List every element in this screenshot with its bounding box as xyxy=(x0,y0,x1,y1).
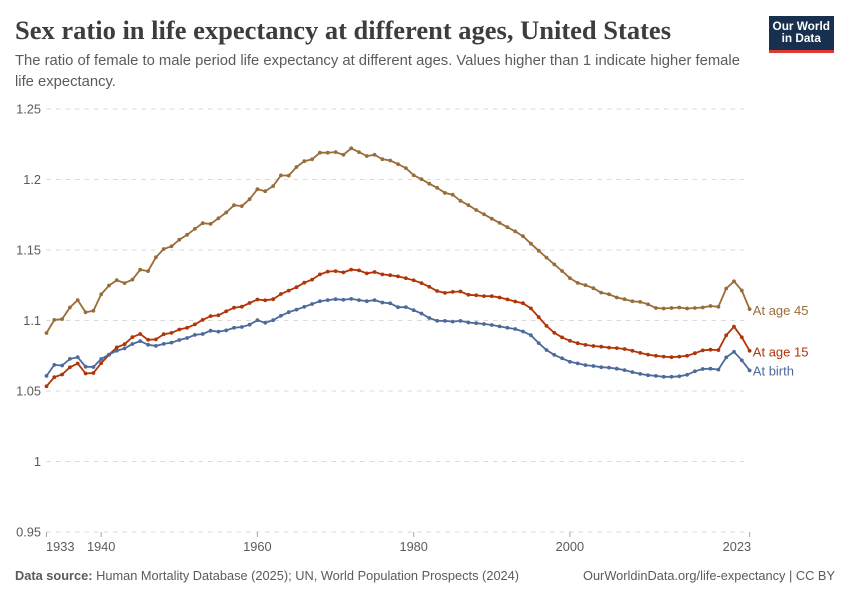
svg-text:At birth: At birth xyxy=(753,364,794,379)
svg-text:At age 15: At age 15 xyxy=(753,345,809,360)
svg-text:1.1: 1.1 xyxy=(23,313,41,328)
svg-text:1.15: 1.15 xyxy=(16,243,41,258)
svg-text:2000: 2000 xyxy=(556,539,584,554)
svg-text:2023: 2023 xyxy=(723,539,751,554)
svg-text:At age 45: At age 45 xyxy=(753,303,809,318)
svg-text:1: 1 xyxy=(34,454,41,469)
svg-text:1.05: 1.05 xyxy=(16,384,41,399)
svg-text:1980: 1980 xyxy=(399,539,427,554)
svg-text:1933: 1933 xyxy=(46,539,74,554)
svg-text:0.95: 0.95 xyxy=(16,525,41,540)
svg-text:1.2: 1.2 xyxy=(23,172,41,187)
svg-text:1940: 1940 xyxy=(87,539,115,554)
svg-text:1960: 1960 xyxy=(243,539,271,554)
svg-text:1.25: 1.25 xyxy=(16,102,41,117)
